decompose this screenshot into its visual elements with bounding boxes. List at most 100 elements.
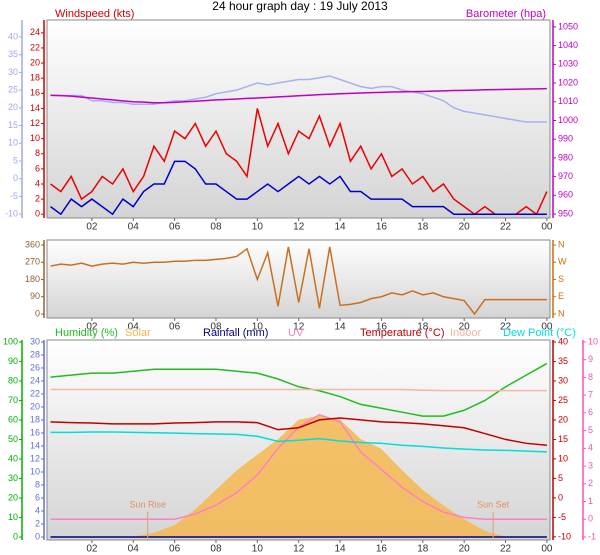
x-tick-label: 12 — [293, 544, 305, 555]
legend-label: Humidity (%) — [55, 327, 118, 339]
y-tick-label: N — [558, 239, 565, 249]
series-line — [50, 108, 548, 216]
series-line — [50, 431, 547, 453]
x-tick-label: 18 — [417, 222, 429, 233]
y-tick-label: 40 — [8, 453, 18, 463]
y-tick-label: S — [558, 274, 564, 284]
y-tick-label: 360 — [25, 239, 40, 249]
y-tick-label: 12 — [30, 118, 40, 128]
y-tick-label: 14 — [30, 103, 40, 113]
legend-label: Indoor — [450, 327, 482, 339]
x-tick-label: 22 — [500, 322, 512, 333]
y-tick-label: 8 — [588, 372, 593, 382]
y-tick-label: 10 — [558, 453, 568, 463]
y-tick-label: 20 — [8, 102, 18, 112]
legend-label: Dew Point (°C) — [503, 327, 576, 339]
y-tick-label: 950 — [558, 208, 573, 218]
x-tick-label: 20 — [459, 222, 471, 233]
y-tick-label: 25 — [558, 395, 568, 405]
y-tick-label: -5 — [10, 191, 18, 201]
y-tick-label: 9 — [588, 354, 593, 364]
y-tick-label: 180 — [25, 274, 40, 284]
y-tick-label: 60 — [8, 414, 18, 424]
x-tick-label: 16 — [376, 222, 388, 233]
series-line — [50, 75, 547, 123]
y-tick-label: 980 — [558, 152, 573, 162]
y-tick-label: 35 — [8, 49, 18, 59]
y-tick-label: 18 — [30, 73, 40, 83]
y-tick-label: 80 — [8, 375, 18, 385]
x-tick-label: 08 — [210, 544, 222, 555]
y-tick-label: 100 — [3, 336, 18, 346]
annotation: Sun Rise — [129, 499, 166, 509]
y-tick-label: 15 — [558, 434, 568, 444]
y-tick-label: 30 — [30, 336, 40, 346]
y-tick-label: 1050 — [558, 21, 578, 31]
y-tick-label: 16 — [30, 427, 40, 437]
y-tick-label: -5 — [558, 512, 566, 522]
y-tick-label: 50 — [8, 434, 18, 444]
x-tick-label: 04 — [128, 544, 140, 555]
y-tick-label: 4 — [588, 443, 593, 453]
y-tick-label: 0 — [13, 173, 18, 183]
series-line — [50, 388, 547, 392]
y-tick-label: E — [558, 291, 564, 301]
y-tick-label: 90 — [30, 291, 40, 301]
y-tick-label: 0 — [35, 531, 40, 541]
axis-title: Barometer (hpa) — [466, 8, 546, 20]
x-tick-label: 06 — [169, 544, 181, 555]
y-tick-label: 8 — [35, 479, 40, 489]
plot-area — [46, 19, 551, 219]
y-tick-label: 28 — [30, 349, 40, 359]
series-line — [50, 362, 548, 417]
y-tick-label: -10 — [558, 531, 571, 541]
y-tick-label: 1020 — [558, 77, 578, 87]
x-tick-label: 22 — [500, 222, 512, 233]
x-tick-label: 18 — [417, 544, 429, 555]
y-tick-label: 1030 — [558, 59, 578, 69]
x-tick-label: 16 — [376, 544, 388, 555]
y-tick-label: 25 — [8, 85, 18, 95]
y-tick-label: 20 — [30, 401, 40, 411]
y-tick-label: 6 — [35, 492, 40, 502]
y-tick-label: 10 — [8, 512, 18, 522]
x-tick-label: 10 — [252, 322, 264, 333]
y-tick-label: 6 — [588, 407, 593, 417]
y-tick-label: 5 — [588, 425, 593, 435]
x-tick-label: 22 — [500, 544, 512, 555]
x-tick-label: 04 — [128, 322, 140, 333]
y-tick-label: 10 — [588, 336, 598, 346]
plot-area — [46, 239, 551, 319]
y-tick-label: N — [558, 308, 565, 318]
y-tick-label: 40 — [558, 336, 568, 346]
y-tick-label: 8 — [35, 148, 40, 158]
y-tick-label: 1040 — [558, 40, 578, 50]
y-tick-label: 4 — [35, 505, 40, 515]
annotation: Sun Set — [477, 499, 510, 509]
x-tick-label: 06 — [169, 322, 181, 333]
legend-label: Solar — [125, 327, 151, 339]
y-tick-label: 10 — [30, 466, 40, 476]
x-tick-label: 08 — [210, 222, 222, 233]
x-tick-label: 02 — [86, 544, 98, 555]
series-line — [50, 160, 547, 216]
y-tick-label: 20 — [558, 414, 568, 424]
y-tick-label: 0 — [35, 308, 40, 318]
y-tick-label: 10 — [30, 133, 40, 143]
x-tick-label: 10 — [252, 544, 264, 555]
y-tick-label: 90 — [8, 356, 18, 366]
y-tick-label: 270 — [25, 257, 40, 267]
y-tick-label: 0 — [558, 492, 563, 502]
y-tick-label: 2 — [35, 193, 40, 203]
y-tick-label: 970 — [558, 171, 573, 181]
x-tick-label: 12 — [293, 222, 305, 233]
y-tick-label: 1 — [588, 496, 593, 506]
y-tick-label: 24 — [30, 375, 40, 385]
y-tick-label: 960 — [558, 190, 573, 200]
y-tick-label: 26 — [30, 362, 40, 372]
y-tick-label: 14 — [30, 440, 40, 450]
legend-label: UV — [288, 327, 304, 339]
x-tick-label: 00 — [541, 222, 553, 233]
y-tick-label: 1010 — [558, 96, 578, 106]
